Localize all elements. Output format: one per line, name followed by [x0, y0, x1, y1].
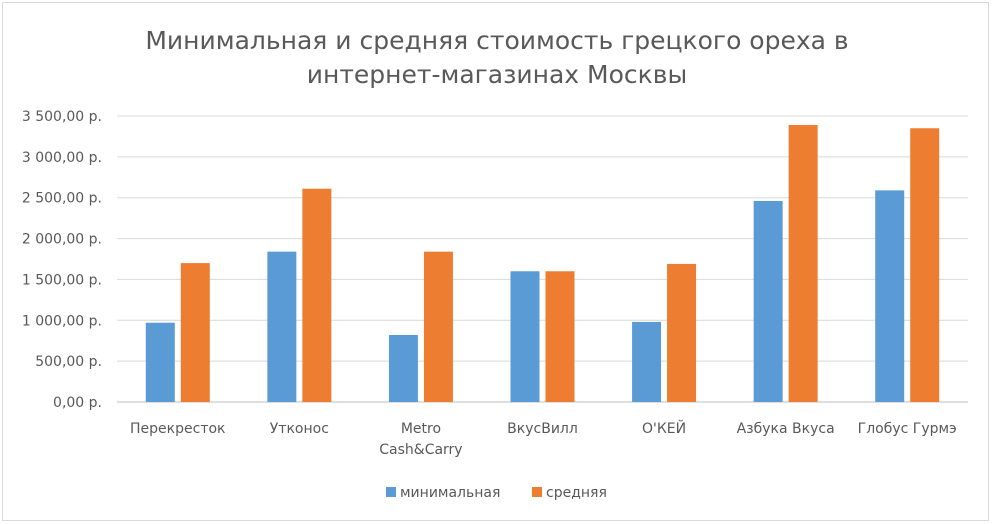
y-tick-label: 1 500,00 р.	[22, 272, 102, 288]
y-tick-label: 3 500,00 р.	[22, 109, 102, 125]
chart-title-line-2: интернет-магазинах Москвы	[307, 60, 687, 89]
legend-swatch	[532, 487, 542, 497]
x-category-label: О'КЕЙ	[642, 419, 686, 437]
bar-min	[267, 251, 297, 402]
bar-min	[510, 271, 540, 402]
y-tick-label: 500,00 р.	[35, 354, 102, 370]
legend-label: минимальная	[400, 485, 500, 501]
x-category-label: Глобус Гурмэ	[858, 421, 957, 437]
bar-avg	[180, 263, 210, 402]
x-category-label: Утконос	[270, 421, 329, 437]
bar-avg	[302, 188, 332, 402]
bar-avg	[545, 271, 575, 402]
legend-swatch	[386, 487, 396, 497]
y-tick-label: 1 000,00 р.	[22, 313, 102, 329]
bar-avg	[423, 251, 453, 402]
y-tick-label: 3 000,00 р.	[22, 150, 102, 166]
bar-min	[145, 322, 175, 402]
bar-min	[753, 200, 783, 402]
bar-min	[875, 190, 905, 402]
x-category-label: Перекресток	[130, 421, 225, 437]
bar-avg	[910, 128, 940, 402]
y-axis: 0,00 р. 500,00 р. 1 000,00 р. 1 500,00 р. 2 …	[22, 109, 102, 411]
chart-title-line-1: Минимальная и средняя стоимость грецкого…	[145, 26, 848, 55]
y-tick-label: 2 500,00 р.	[22, 191, 102, 207]
bar-avg	[788, 124, 818, 402]
x-category-label: Metro	[401, 421, 441, 437]
legend-label: средняя	[546, 485, 607, 501]
bar-min	[632, 321, 662, 402]
x-category-label: Cash&Carry	[379, 442, 462, 458]
x-category-label: ВкусВилл	[507, 421, 578, 437]
legend: минимальная средняя	[386, 485, 607, 501]
bar-min	[388, 334, 418, 402]
bars	[145, 124, 940, 402]
y-tick-label: 0,00 р.	[53, 395, 102, 411]
gridlines	[117, 115, 968, 403]
y-tick-label: 2 000,00 р.	[22, 232, 102, 248]
bar-avg	[667, 263, 697, 402]
chart-title: Минимальная и средняя стоимость грецкого…	[145, 26, 848, 89]
x-axis: Перекресток Утконос Metro Cash&Carry ВкусВил…	[130, 419, 957, 458]
x-category-label: Азбука Вкуса	[737, 421, 835, 437]
